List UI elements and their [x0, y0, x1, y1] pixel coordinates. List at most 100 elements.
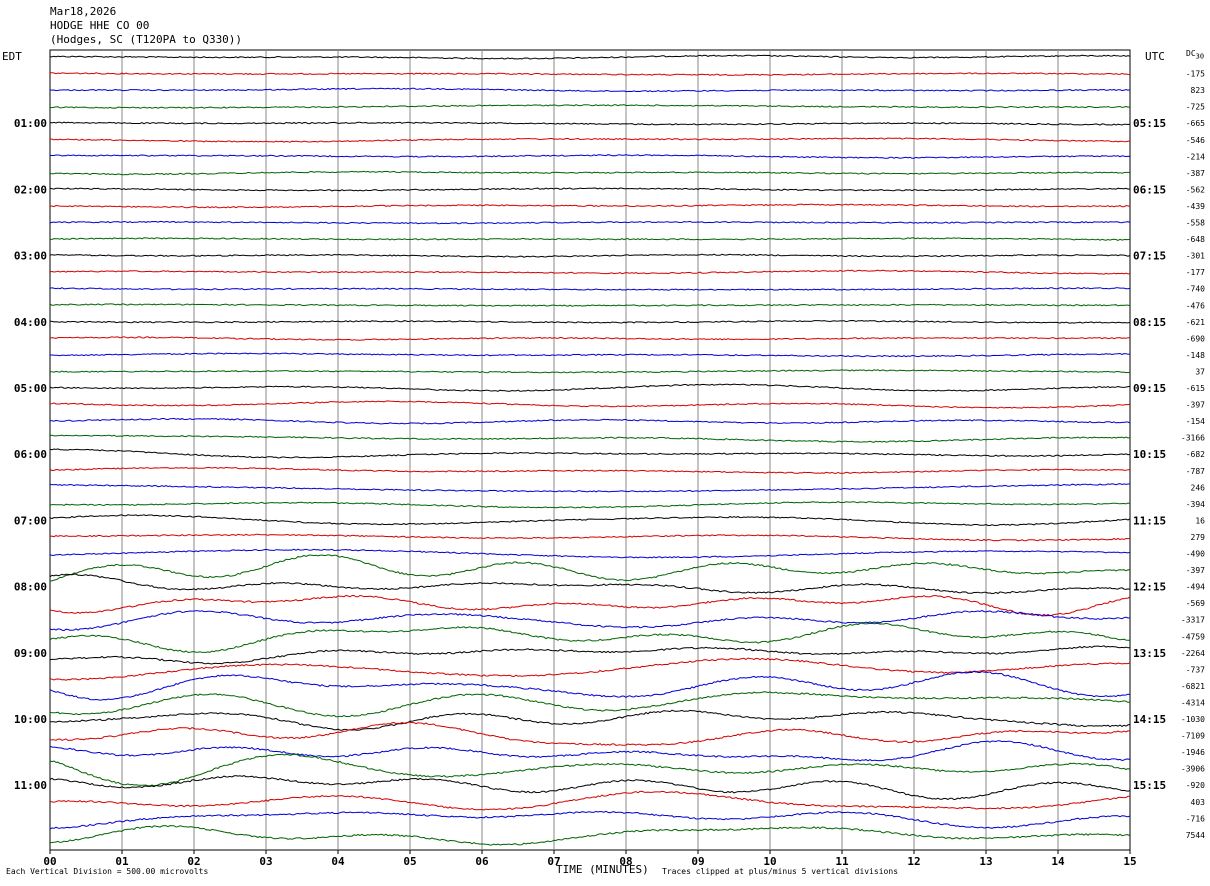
- x-tick-label: 02: [187, 855, 200, 868]
- trace-line: [49, 269, 1131, 275]
- dc-offset-value: -682: [1186, 450, 1205, 459]
- station-location: (Hodges, SC (T120PA to Q330)): [50, 33, 243, 46]
- dc-column-header: DC30: [1186, 49, 1204, 61]
- dc-offset-value: -154: [1186, 417, 1205, 426]
- trace-line: [49, 434, 1131, 443]
- hour-label-right: 09:15: [1133, 382, 1166, 395]
- dc-offset-value: -716: [1186, 814, 1205, 823]
- trace-line: [50, 721, 1131, 747]
- trace-line: [49, 54, 1131, 60]
- dc-offset-value: 403: [1191, 798, 1206, 807]
- hour-label-right: 07:15: [1133, 250, 1166, 263]
- station-name: HODGE HHE CO 00: [50, 19, 150, 32]
- dc-offset-value: 823: [1191, 86, 1206, 95]
- x-tick-label: 04: [331, 855, 345, 868]
- dc-offset-value: -737: [1186, 665, 1205, 674]
- x-tick-label: 01: [115, 855, 129, 868]
- hour-label-right: 14:15: [1133, 713, 1166, 726]
- dc-offset-value: -3906: [1181, 765, 1205, 774]
- x-tick-label: 07: [547, 855, 560, 868]
- dc-offset-value: -3166: [1181, 434, 1205, 443]
- dc-offset-value: -3317: [1181, 616, 1205, 625]
- dc-offset-value: -7109: [1181, 732, 1205, 741]
- dc-offset-value: -6821: [1181, 682, 1205, 691]
- chart-date: Mar18,2026: [50, 5, 117, 18]
- trace-line: [49, 87, 1131, 93]
- hour-label-right: 10:15: [1133, 448, 1166, 461]
- dc-offset-value: -2264: [1181, 649, 1205, 658]
- dc-offset-value: -1030: [1181, 715, 1205, 724]
- dc-offset-value: -621: [1186, 318, 1205, 327]
- dc-offset-value: -214: [1186, 152, 1205, 161]
- dc-offset-value: -1946: [1181, 748, 1205, 757]
- trace-line: [49, 622, 1131, 653]
- trace-line: [49, 740, 1131, 762]
- trace-line: [49, 383, 1131, 392]
- dc-offset-value: -397: [1186, 401, 1205, 410]
- dc-offset-value: -301: [1186, 252, 1205, 261]
- trace-line: [49, 187, 1131, 192]
- dc-offset-value: -665: [1186, 119, 1205, 128]
- trace-line: [49, 548, 1131, 559]
- dc-offset-value: -490: [1186, 550, 1205, 559]
- x-tick-label: 09: [691, 855, 704, 868]
- trace-line: [49, 514, 1131, 527]
- left-timezone-label: EDT: [2, 50, 22, 63]
- x-tick-label: 05: [403, 855, 416, 868]
- trace-line: [49, 775, 1131, 801]
- dc-offset-value: -397: [1186, 566, 1205, 575]
- dc-offset-value: -648: [1186, 235, 1205, 244]
- trace-line: [49, 657, 1131, 681]
- dc-offset-value: -4759: [1181, 632, 1205, 641]
- dc-offset-value: -690: [1186, 334, 1205, 343]
- dc-offset-value: -177: [1186, 268, 1205, 277]
- dc-offset-value: -787: [1186, 467, 1205, 476]
- trace-line: [49, 790, 1131, 811]
- trace-line: [50, 554, 1131, 582]
- hour-label-left: 07:00: [14, 514, 47, 527]
- x-tick-label: 12: [907, 855, 920, 868]
- hour-label-left: 02:00: [14, 183, 47, 196]
- hour-label-right: 13:15: [1133, 647, 1166, 660]
- x-axis-title: TIME (MINUTES): [556, 863, 649, 876]
- hour-label-left: 06:00: [14, 448, 47, 461]
- hour-label-right: 12:15: [1133, 581, 1166, 594]
- trace-line: [49, 253, 1131, 258]
- hour-label-left: 01:00: [14, 117, 47, 130]
- hour-label-left: 05:00: [14, 382, 47, 395]
- dc-offset-value: 37: [1195, 367, 1205, 376]
- dc-top-value: 30: [1195, 52, 1205, 61]
- hour-label-right: 15:15: [1133, 779, 1166, 792]
- dc-label: DC: [1186, 49, 1196, 58]
- trace-line: [49, 533, 1130, 542]
- trace-line: [49, 670, 1131, 701]
- plot-frame: [49, 49, 1131, 851]
- trace-line: [49, 352, 1131, 358]
- trace-line: [49, 203, 1131, 209]
- trace-line: [49, 104, 1131, 109]
- dc-offset-value: -439: [1186, 202, 1205, 211]
- hour-label-left: 03:00: [14, 250, 47, 263]
- dc-offset-value: -569: [1186, 599, 1205, 608]
- dc-offset-value: -148: [1186, 351, 1205, 360]
- trace-line: [49, 220, 1131, 225]
- trace-line: [49, 609, 1131, 632]
- trace-line: [49, 369, 1131, 374]
- dc-offset-value: 246: [1191, 483, 1206, 492]
- trace-line: [49, 501, 1131, 509]
- dc-offset-value: -175: [1186, 70, 1205, 79]
- dc-offset-value: -920: [1186, 781, 1205, 790]
- trace-line: [49, 72, 1131, 76]
- x-tick-label: 06: [475, 855, 489, 868]
- trace-line: [49, 448, 1131, 459]
- trace-line: [49, 336, 1131, 341]
- right-timezone-label: UTC: [1145, 50, 1165, 63]
- hour-label-left: 04:00: [14, 316, 47, 329]
- hour-label-left: 09:00: [14, 647, 47, 660]
- trace-line: [50, 237, 1131, 241]
- x-tick-label: 08: [619, 855, 632, 868]
- dc-offset-value: -546: [1186, 136, 1205, 145]
- dc-offset-value: -494: [1186, 583, 1205, 592]
- dc-offset-value: 7544: [1186, 831, 1205, 840]
